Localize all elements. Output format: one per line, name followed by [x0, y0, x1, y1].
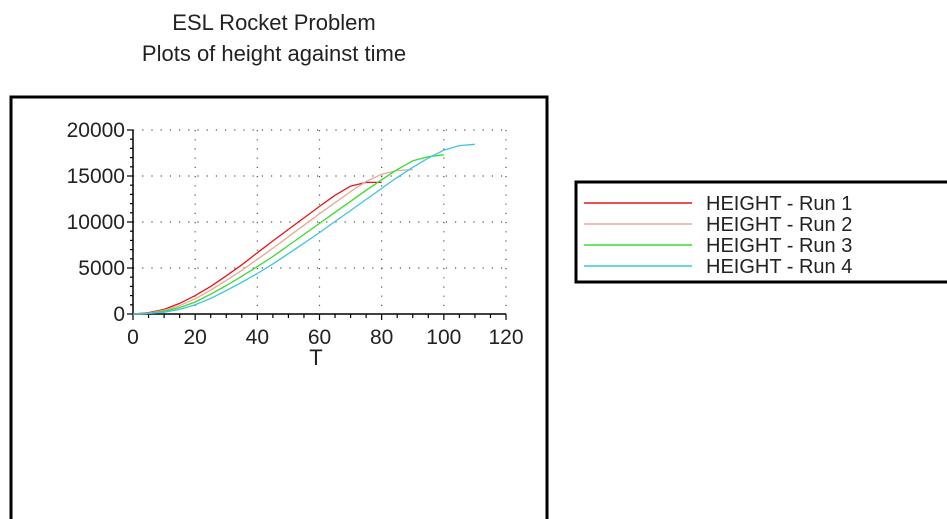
chart-frame: [9, 95, 549, 519]
y-tick-label: 5000: [78, 257, 125, 280]
legend-label-run-3: HEIGHT - Run 3: [706, 235, 852, 257]
y-tick-label: 15000: [67, 165, 125, 188]
series-line-run-3: [132, 154, 444, 315]
series-line-run-1: [132, 181, 382, 315]
legend-label-run-2: HEIGHT - Run 2: [706, 214, 852, 236]
y-tick-label: 10000: [67, 211, 125, 234]
x-tick-label: 80: [370, 326, 393, 349]
chart-subtitle: Plots of height against time: [142, 41, 406, 66]
x-tick-label: 60: [308, 326, 331, 349]
y-tick-label: 0: [113, 303, 125, 326]
y-tick-label: 20000: [67, 119, 125, 142]
legend-label-run-4: HEIGHT - Run 4: [706, 256, 852, 278]
x-axis-label: T: [309, 345, 322, 370]
legend-label-run-1: HEIGHT - Run 1: [706, 193, 852, 215]
series-line-run-4: [132, 143, 475, 315]
x-tick-label: 20: [183, 326, 206, 349]
chart-title: ESL Rocket Problem: [172, 10, 375, 35]
x-tick-label: 40: [246, 326, 269, 349]
x-tick-label: 120: [488, 326, 523, 349]
tick-labels: 0 5000 10000 15000 20000 0 20 40 60 80 100 120: [67, 119, 524, 349]
series-lines: [132, 143, 475, 315]
grid: [133, 129, 507, 314]
x-tick-label: 0: [127, 326, 139, 349]
series-line-run-2: [132, 168, 413, 315]
axes: [127, 129, 507, 320]
x-tick-label: 100: [426, 326, 461, 349]
